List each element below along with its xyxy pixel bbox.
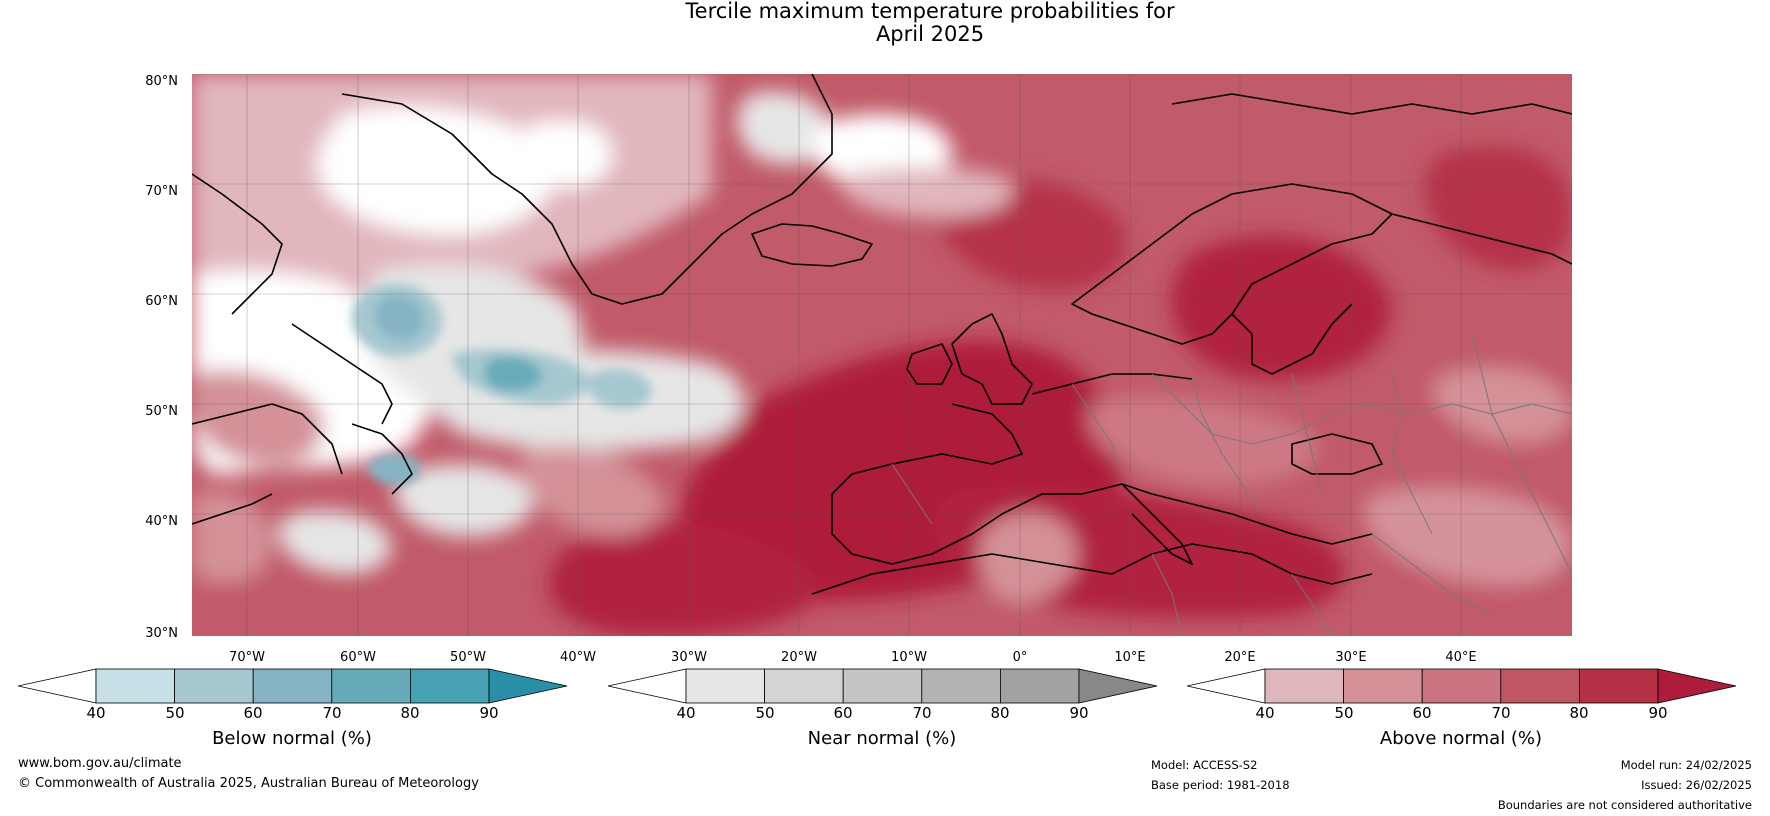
- cb-tick: 80: [1569, 704, 1589, 722]
- lat-label: 50°N: [145, 404, 178, 419]
- above-normal-colorbar: [1187, 668, 1737, 704]
- cb-tick: 80: [990, 704, 1010, 722]
- website-link[interactable]: www.bom.gov.au/climate: [18, 756, 182, 771]
- colorbar-segment: [1343, 668, 1423, 704]
- lon-label: 30°E: [1335, 650, 1367, 665]
- cb-tick: 50: [165, 704, 185, 722]
- colorbar-segment: [999, 668, 1080, 704]
- colorbar-right-extension: [1657, 668, 1737, 704]
- lon-label: 50°W: [450, 650, 486, 665]
- colorbar-right-extension: [1078, 668, 1158, 704]
- lon-label: 30°W: [671, 650, 707, 665]
- cb-tick: 70: [912, 704, 932, 722]
- colorbar-segment: [1578, 668, 1659, 704]
- lat-label: 60°N: [145, 294, 178, 309]
- title-line-2: April 2025: [875, 22, 985, 46]
- cb-tick: 60: [833, 704, 853, 722]
- cb-tick: 60: [243, 704, 263, 722]
- copyright-text: © Commonwealth of Australia 2025, Austra…: [18, 776, 479, 791]
- cb-tick: 40: [86, 704, 106, 722]
- lon-label: 10°W: [891, 650, 927, 665]
- lon-label: 70°W: [229, 650, 265, 665]
- coastlines: [192, 74, 1572, 595]
- above-normal-label: Above normal (%): [1379, 728, 1543, 749]
- below-normal-patches: [347, 129, 652, 486]
- lon-label: 10°E: [1114, 650, 1146, 665]
- colorbar-segment: [764, 668, 844, 704]
- colorbar-left-extension: [608, 668, 687, 704]
- colorbar-left-extension: [18, 668, 97, 704]
- cb-tick: 70: [322, 704, 342, 722]
- lon-label: 40°E: [1445, 650, 1477, 665]
- cb-tick: 90: [1069, 704, 1089, 722]
- probability-field: [192, 74, 1572, 636]
- colorbar-segment: [95, 668, 175, 704]
- colorbar-segment: [842, 668, 923, 704]
- below-normal-colorbar: [18, 668, 568, 704]
- lon-label: 20°W: [781, 650, 817, 665]
- colorbar-left-extension: [1187, 668, 1266, 704]
- cb-tick: 90: [479, 704, 499, 722]
- cb-tick: 50: [755, 704, 775, 722]
- lat-label: 80°N: [145, 74, 178, 89]
- issued-date: Issued: 26/02/2025: [1641, 778, 1752, 792]
- cb-tick: 40: [676, 704, 696, 722]
- near-normal-label: Near normal (%): [807, 728, 957, 749]
- cb-tick: 70: [1491, 704, 1511, 722]
- colorbar-segment: [685, 668, 765, 704]
- graticule: [192, 74, 1572, 636]
- cb-tick: 60: [1412, 704, 1432, 722]
- lon-label: 40°W: [560, 650, 596, 665]
- colorbar-segment: [252, 668, 333, 704]
- cb-tick: 40: [1255, 704, 1275, 722]
- colorbar-segment: [174, 668, 254, 704]
- colorbar-segment: [331, 668, 411, 704]
- country-borders: [891, 333, 1572, 636]
- below-normal-label: Below normal (%): [212, 728, 372, 749]
- cb-tick: 80: [400, 704, 420, 722]
- model-run: Model run: 24/02/2025: [1620, 758, 1752, 772]
- lon-label: 60°W: [340, 650, 376, 665]
- title-line-1: Tercile maximum temperature probabilitie…: [685, 0, 1175, 23]
- disclaimer: Boundaries are not considered authoritat…: [1497, 798, 1752, 812]
- colorbar-segment: [1264, 668, 1344, 704]
- lat-label: 70°N: [145, 184, 178, 199]
- colorbar-segment: [1500, 668, 1580, 704]
- near-normal-colorbar: [608, 668, 1158, 704]
- base-period: Base period: 1981-2018: [1151, 778, 1290, 792]
- cb-tick: 50: [1334, 704, 1354, 722]
- lon-label: 20°E: [1224, 650, 1256, 665]
- lat-label: 30°N: [145, 626, 178, 641]
- lon-label: 0°: [1012, 650, 1028, 665]
- lat-label: 40°N: [145, 514, 178, 529]
- colorbar-segment: [409, 668, 490, 704]
- colorbar-right-extension: [488, 668, 568, 704]
- colorbar-segment: [921, 668, 1001, 704]
- cb-tick: 90: [1648, 704, 1668, 722]
- colorbar-segment: [1421, 668, 1502, 704]
- model-name: Model: ACCESS-S2: [1151, 758, 1258, 772]
- probability-map: [192, 74, 1572, 636]
